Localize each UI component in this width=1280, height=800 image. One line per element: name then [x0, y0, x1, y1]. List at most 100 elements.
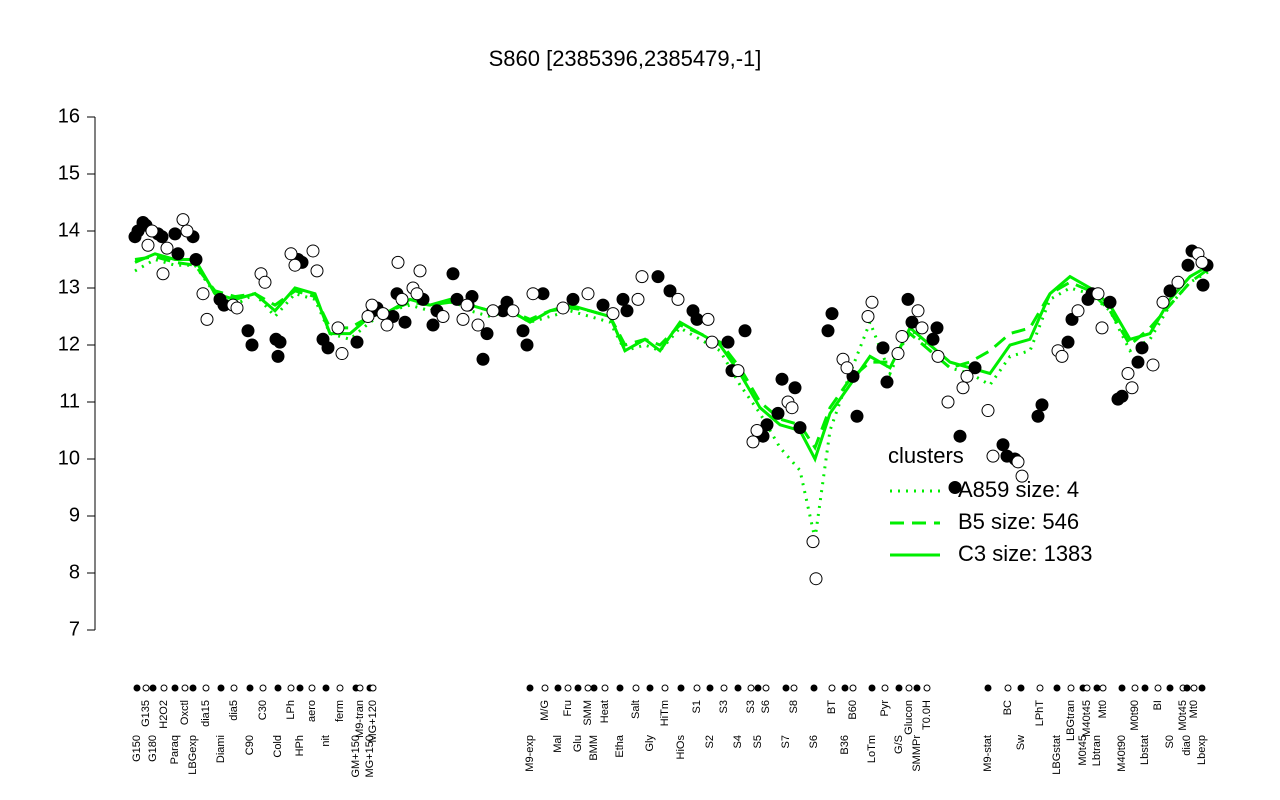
x-tick-label: M0t90	[1129, 700, 1141, 731]
x-tick-label: SMMPr	[911, 735, 923, 772]
x-tick	[601, 684, 609, 692]
x-tick	[747, 684, 755, 692]
point	[825, 307, 839, 321]
x-tick-label: Diami	[215, 735, 227, 763]
y-tick-label: 16	[58, 105, 80, 127]
point	[616, 292, 630, 306]
x-tick	[149, 684, 157, 692]
x-tick	[868, 684, 876, 692]
point	[200, 312, 214, 326]
point	[1011, 455, 1025, 469]
point	[1121, 367, 1135, 380]
point	[701, 312, 715, 326]
x-tick	[706, 684, 714, 692]
x-tick	[142, 684, 150, 692]
x-tick-label: MG+120	[367, 700, 379, 743]
point	[948, 481, 962, 494]
y-tick-label: 12	[58, 333, 80, 355]
point	[365, 298, 379, 312]
x-tick	[202, 684, 210, 692]
chart-title: S860 [2385396,2385479,-1]	[489, 46, 762, 71]
point	[895, 329, 909, 343]
x-tick	[1004, 684, 1012, 692]
x-tick	[1190, 684, 1198, 692]
x-tick	[1183, 684, 1191, 692]
point	[635, 270, 649, 284]
x-tick-label: M40t45	[1081, 700, 1093, 737]
x-tick-label: LoTm	[866, 735, 878, 763]
point	[566, 292, 580, 306]
x-tick	[905, 684, 913, 692]
point	[915, 321, 929, 335]
point	[141, 238, 155, 252]
point	[1103, 295, 1117, 309]
x-tick-label: M40t90	[1116, 735, 1128, 772]
x-tick-label: M0t45	[1177, 700, 1189, 731]
point	[956, 381, 970, 395]
x-tick-label: B60	[847, 700, 859, 720]
point	[793, 421, 807, 435]
x-tick	[1141, 684, 1149, 692]
point	[930, 321, 944, 335]
x-tick	[720, 684, 728, 692]
x-tick	[356, 684, 364, 692]
x-tick-label: BMM	[588, 735, 600, 761]
point	[1181, 258, 1195, 272]
x-tick-label: BI	[1152, 700, 1164, 710]
x-tick-label: Pyr	[879, 700, 891, 717]
x-tick	[526, 684, 534, 692]
y-tick-label: 7	[69, 618, 80, 640]
point	[606, 307, 620, 321]
point	[230, 301, 244, 315]
x-tick-label: Sw	[1015, 735, 1027, 750]
point	[556, 301, 570, 315]
x-tick-label: Lbstat	[1139, 735, 1151, 765]
x-tick-label: BC	[1002, 700, 1014, 715]
point	[1115, 389, 1129, 403]
point	[986, 449, 1000, 463]
x-tick	[734, 684, 742, 692]
x-tick-label: LBGtran	[1065, 700, 1077, 741]
point	[788, 381, 802, 395]
legend-label: C3 size: 1383	[958, 541, 1093, 566]
point	[785, 401, 799, 415]
x-tick-label: G150	[131, 735, 143, 762]
x-tick	[984, 684, 992, 692]
point	[690, 312, 704, 326]
x-tick-label: S8	[788, 700, 800, 713]
point	[350, 335, 364, 349]
x-tick-label: Oxctl	[179, 700, 191, 725]
x-tick	[308, 684, 316, 692]
point	[460, 298, 474, 312]
x-tick	[677, 684, 685, 692]
x-tick	[160, 684, 168, 692]
y-tick-label: 14	[58, 219, 80, 241]
x-tick	[1154, 684, 1162, 692]
point	[321, 341, 335, 355]
x-tick	[923, 684, 931, 692]
point	[1171, 275, 1185, 289]
x-tick-label: HPh	[294, 735, 306, 756]
point	[861, 310, 875, 323]
x-tick-label: Cold	[272, 735, 284, 758]
x-tick	[616, 684, 624, 692]
point	[335, 347, 349, 361]
x-tick	[541, 684, 549, 692]
x-tick	[1067, 684, 1075, 692]
x-tick-label: Glucon	[903, 700, 915, 735]
x-tick-label: SMM	[582, 700, 594, 726]
x-tick	[246, 684, 254, 692]
point	[996, 438, 1010, 452]
x-tick-label: HiOs	[675, 735, 687, 760]
y-tick-label: 13	[58, 276, 80, 298]
x-tick-label: Lbexp	[1196, 735, 1208, 765]
point	[288, 258, 302, 272]
point	[516, 324, 530, 338]
x-tick-label: Mt0	[1097, 700, 1109, 718]
x-tick-label: S3	[745, 700, 757, 713]
x-tick	[322, 684, 330, 692]
x-tick	[1118, 684, 1126, 692]
x-tick-label: Heat	[599, 700, 611, 723]
x-tick	[574, 684, 582, 692]
point	[376, 307, 390, 321]
